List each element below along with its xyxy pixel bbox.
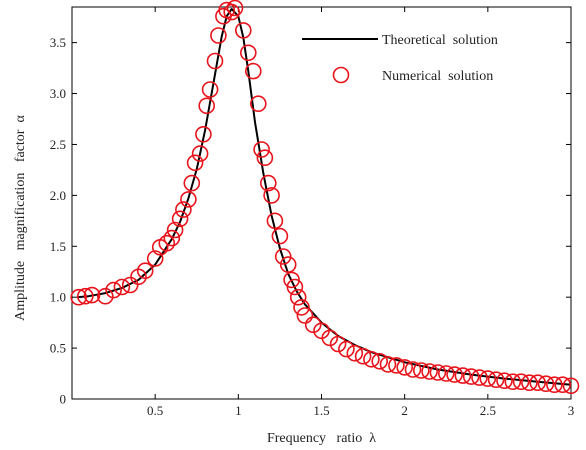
numerical-point <box>338 340 355 358</box>
numerical-point <box>97 287 114 305</box>
numerical-point <box>253 141 270 158</box>
numerical-point <box>404 361 422 378</box>
numerical-point <box>293 299 310 316</box>
y-axis: 0 0.5 1.0 1.5 2.0 2.5 3.0 3.5 <box>50 35 571 407</box>
numerical-point <box>329 335 347 353</box>
numerical-point <box>363 350 380 368</box>
plot-frame <box>71 6 572 400</box>
numerical-point <box>198 97 215 115</box>
numerical-point <box>521 374 538 392</box>
numerical-point <box>504 373 522 391</box>
numerical-point <box>171 210 189 228</box>
y-tick-label: 0 <box>60 392 67 407</box>
numerical-point <box>396 359 414 376</box>
y-tick-label: 2.5 <box>50 137 66 152</box>
numerical-point <box>113 278 131 296</box>
numerical-point <box>240 44 257 62</box>
numerical-point <box>371 352 389 370</box>
y-tick-label: 0.5 <box>50 341 66 356</box>
numerical-point <box>186 154 204 172</box>
numerical-point <box>70 288 87 306</box>
legend-theoretical-label: Theoretical solution <box>382 33 498 48</box>
numerical-point <box>512 373 530 391</box>
numerical-point <box>462 368 480 385</box>
numerical-point <box>429 364 447 381</box>
numerical-point <box>379 356 397 373</box>
numerical-point <box>136 262 154 280</box>
legend-numerical-label: Numerical solution <box>382 69 493 84</box>
numerical-point <box>437 365 455 382</box>
numerical-point <box>245 62 262 80</box>
numerical-point <box>235 22 252 39</box>
numerical-point <box>158 234 176 252</box>
numerical-point <box>256 149 274 166</box>
legend: Theoretical solution Numerical solution <box>302 33 498 84</box>
numerical-point <box>183 174 201 192</box>
numerical-point <box>223 3 240 21</box>
numerical-point <box>554 376 572 394</box>
numerical-point <box>286 278 304 296</box>
numerical-point <box>105 281 122 299</box>
numerical-point <box>146 250 164 267</box>
y-tick-label: 1.5 <box>50 239 66 254</box>
numerical-point <box>321 329 339 347</box>
numerical-point <box>388 357 405 374</box>
y-tick-label: 3.0 <box>50 86 66 101</box>
numerical-point <box>446 366 463 383</box>
numerical-point <box>354 347 372 365</box>
numerical-point <box>546 376 563 394</box>
numerical-point <box>296 307 314 324</box>
numerical-point <box>412 362 430 379</box>
numerical-point <box>206 52 224 70</box>
numerical-point <box>471 369 488 386</box>
numerical-point <box>175 201 192 218</box>
numerical-point <box>259 174 277 192</box>
x-tick-label: 2.5 <box>480 403 496 418</box>
x-tick-label: 1.5 <box>313 403 329 418</box>
theoretical-curve <box>76 8 572 386</box>
x-tick-label: 2 <box>401 403 408 418</box>
plot-area: 0.5 1 1.5 2 2.5 3 0 0.5 1.0 1.5 2.0 2.5 3.0 3.5 <box>50 0 580 418</box>
numerical-point <box>166 221 184 239</box>
series-layer <box>70 0 580 395</box>
numerical-point <box>77 287 94 305</box>
numerical-point <box>496 372 513 390</box>
x-tick-label: 3 <box>568 403 575 418</box>
numerical-point <box>487 371 505 389</box>
x-axis-label: Frequency ratio λ <box>267 431 376 446</box>
numerical-point <box>249 95 267 112</box>
numerical-point <box>191 145 209 162</box>
numerical-point <box>421 363 438 380</box>
numerical-point <box>226 0 244 17</box>
numerical-point <box>266 212 284 230</box>
numerical-point <box>271 227 289 245</box>
x-axis: 0.5 1 1.5 2 2.5 3 <box>147 7 574 418</box>
numerical-point <box>537 375 555 393</box>
y-tick-label: 1.0 <box>50 290 66 305</box>
numerical-point <box>454 367 472 384</box>
y-tick-label: 2.0 <box>50 188 66 203</box>
y-tick-label: 3.5 <box>50 35 66 50</box>
numerical-point <box>529 374 547 392</box>
numerical-point <box>83 286 101 304</box>
numerical-point <box>163 229 181 247</box>
numerical-point <box>274 248 292 265</box>
numerical-point <box>562 377 580 395</box>
numerical-point <box>210 27 227 44</box>
numerical-point <box>346 344 364 362</box>
numerical-point <box>195 126 212 143</box>
x-tick-label: 1 <box>235 403 242 418</box>
numerical-point <box>279 256 297 273</box>
numerical-point <box>180 191 197 208</box>
numerical-point <box>201 81 219 98</box>
numerical-point <box>289 288 307 306</box>
x-tick-label: 0.5 <box>147 403 163 418</box>
numerical-point <box>263 187 280 204</box>
legend-numerical-swatch <box>332 66 350 84</box>
numerical-point <box>479 370 497 387</box>
y-axis-label: Amplitude magnification factor α <box>13 115 28 321</box>
numerical-point <box>304 316 322 334</box>
